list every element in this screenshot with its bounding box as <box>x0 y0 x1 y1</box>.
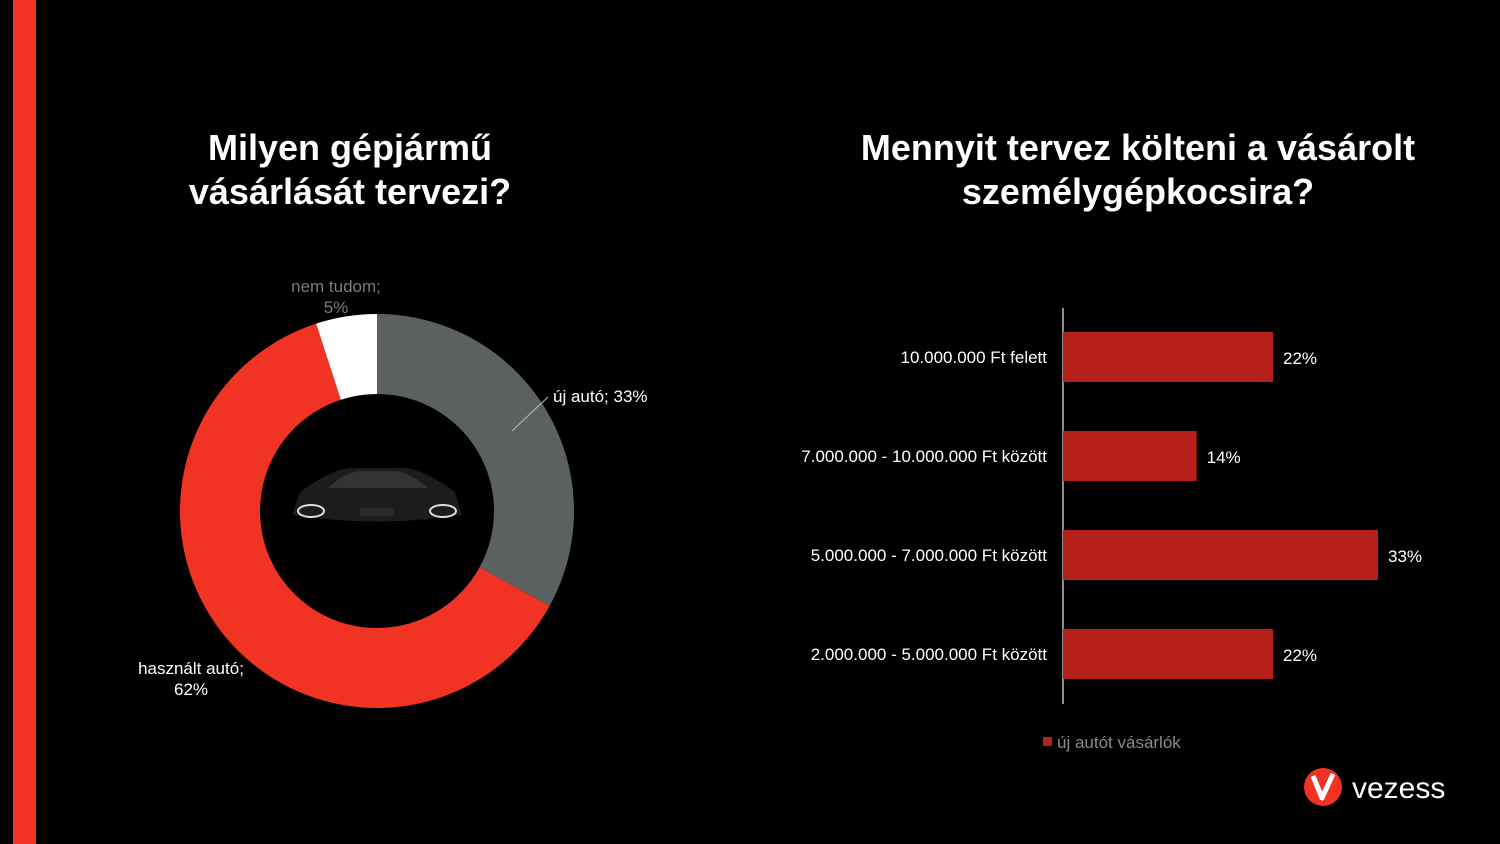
y-tick-label: 2.000.000 - 5.000.000 Ft között <box>811 645 1048 664</box>
bar <box>1063 530 1378 580</box>
data-label: új autó; 33% <box>553 387 648 406</box>
bar <box>1063 332 1273 382</box>
logo-text: vezess <box>1352 772 1445 805</box>
donut-slice <box>377 314 574 606</box>
y-tick-label: 10.000.000 Ft felett <box>901 348 1048 367</box>
side-stripe <box>13 0 36 844</box>
donut-slice <box>316 314 377 400</box>
data-label: nem tudom; 5% <box>291 277 381 317</box>
car-image <box>292 468 462 522</box>
chart-title: Milyen gépjármű vásárlását tervezi? <box>188 127 512 212</box>
y-tick-label: 7.000.000 - 10.000.000 Ft között <box>801 447 1047 466</box>
leader-line <box>511 396 549 432</box>
chart-title: Mennyit tervez költeni a vásárolt személ… <box>860 127 1416 212</box>
legend-label: új autót vásárlók <box>1057 733 1181 752</box>
data-label: 33% <box>1388 547 1422 566</box>
data-label: 22% <box>1283 646 1317 665</box>
data-label: 14% <box>1207 448 1241 467</box>
y-tick-label: 5.000.000 - 7.000.000 Ft között <box>811 546 1048 565</box>
logo-v <box>1310 772 1336 801</box>
data-label: 22% <box>1283 349 1317 368</box>
logo-icon <box>1304 768 1342 806</box>
legend-swatch <box>1043 737 1052 746</box>
bar <box>1063 431 1197 481</box>
data-label: használt autó; 62% <box>138 659 244 699</box>
donut-slice <box>180 323 550 709</box>
bar <box>1063 629 1273 679</box>
